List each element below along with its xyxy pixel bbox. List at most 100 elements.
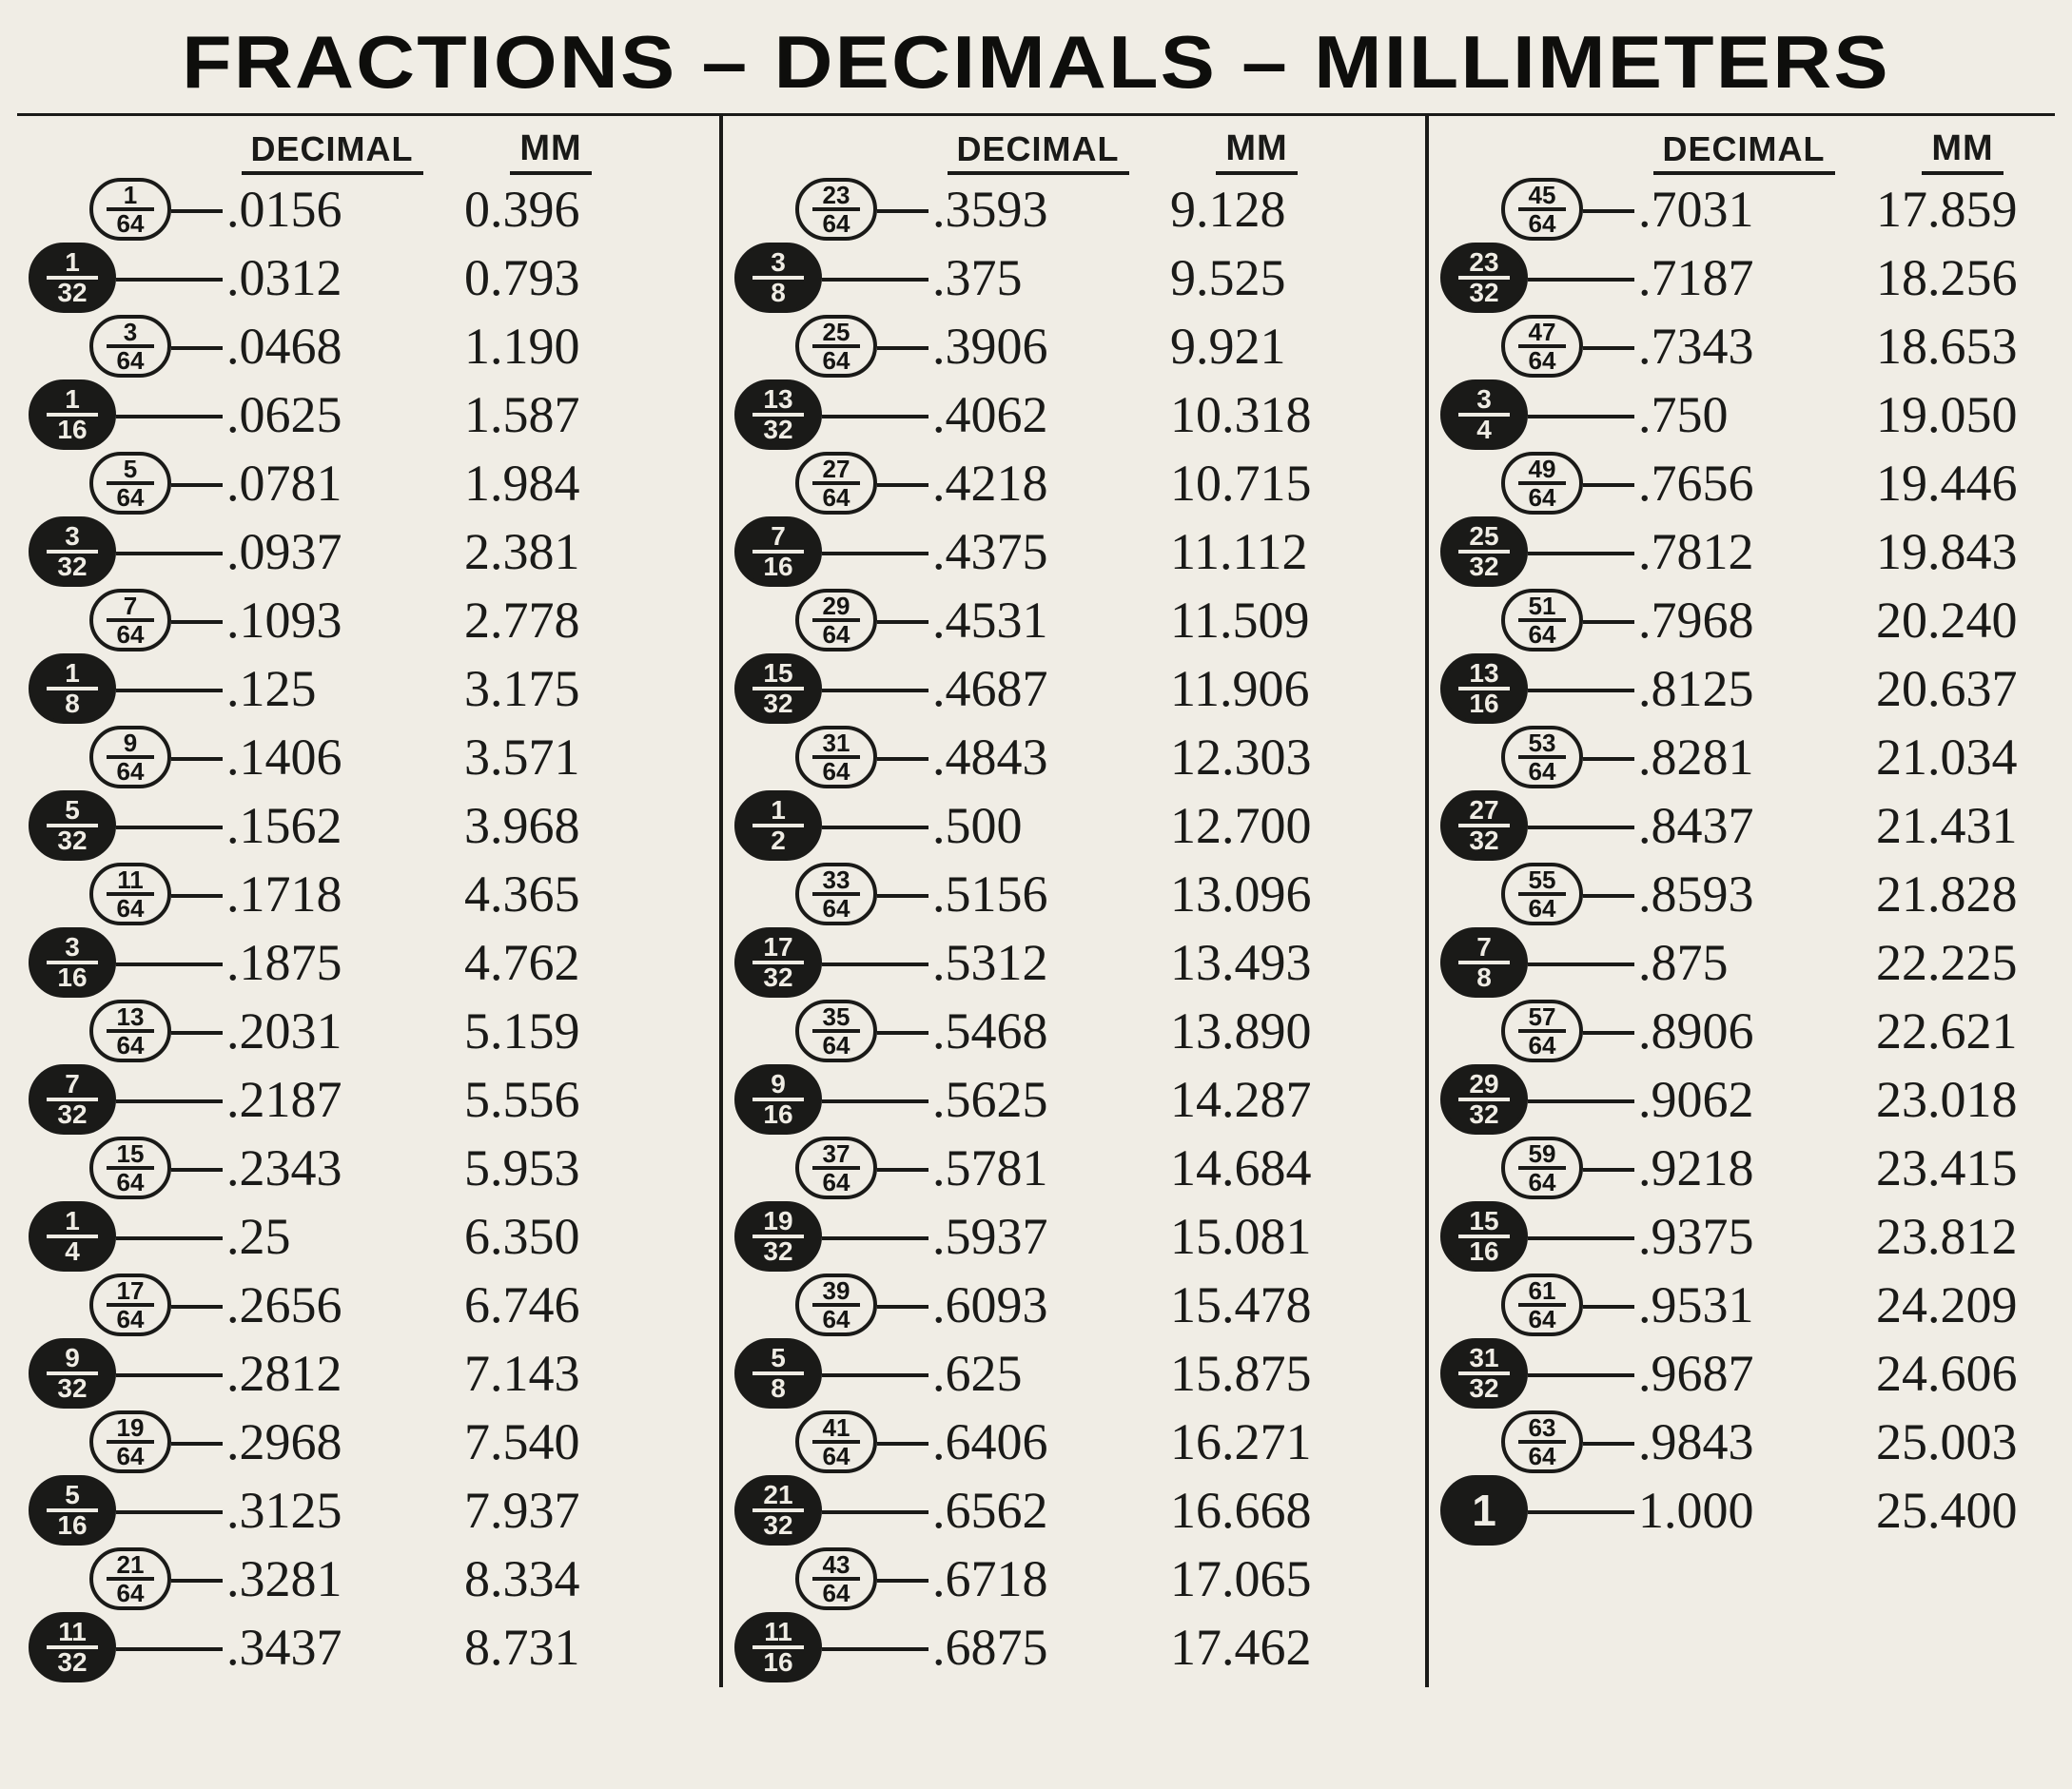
fraction-numerator: 5 xyxy=(65,1482,80,1508)
fraction-circle-open: 5964 xyxy=(1501,1137,1583,1199)
fraction-circle-filled: 1932 xyxy=(734,1201,822,1272)
mm-value: 12.303 xyxy=(1151,731,1417,783)
table-row: 2532.781219.843 xyxy=(1435,517,2072,586)
fraction-cell: 2932 xyxy=(1435,1065,1634,1134)
fraction-denominator: 64 xyxy=(1529,1033,1556,1058)
fraction-denominator: 64 xyxy=(117,1170,145,1195)
fraction-denominator: 32 xyxy=(57,1375,87,1402)
decimal-value: .6718 xyxy=(928,1553,1151,1604)
fraction-cell: 2764 xyxy=(729,449,928,517)
fraction-denominator: 32 xyxy=(763,1512,792,1539)
fraction-circle-open: 4764 xyxy=(1501,315,1583,378)
fraction-numerator: 15 xyxy=(763,660,792,687)
fraction-numerator: 27 xyxy=(823,457,850,481)
fraction-circle-open: 3164 xyxy=(795,726,877,788)
mm-value: 13.493 xyxy=(1151,937,1417,988)
fraction-denominator: 64 xyxy=(1529,211,1556,236)
fraction-denominator: 2 xyxy=(771,827,786,854)
mm-value: 21.828 xyxy=(1857,868,2072,920)
fraction-numerator: 29 xyxy=(823,593,850,618)
fraction-cell: 732 xyxy=(23,1065,223,1134)
table-row: 1564.23435.953 xyxy=(23,1134,712,1202)
fraction-circle-open: 2764 xyxy=(795,452,877,515)
table-row: 2564.39069.921 xyxy=(729,312,1417,380)
mm-value: 17.065 xyxy=(1151,1553,1417,1604)
mm-value: 7.143 xyxy=(445,1348,712,1399)
fraction-circle-filled: 332 xyxy=(29,516,116,587)
column-header-row: DECIMALMM xyxy=(729,122,1417,175)
leader-line xyxy=(822,1647,928,1651)
mm-value: 23.018 xyxy=(1857,1074,2072,1125)
fraction-cell: 564 xyxy=(23,449,223,517)
fraction-numerator: 41 xyxy=(823,1415,850,1440)
table-row: 4364.671817.065 xyxy=(729,1545,1417,1613)
fraction-numerator: 7 xyxy=(124,593,137,618)
fraction-circle-open: 5764 xyxy=(1501,1000,1583,1062)
decimal-value: .3281 xyxy=(223,1553,445,1604)
mm-value: 11.906 xyxy=(1151,663,1417,714)
fraction-cell: 164 xyxy=(23,175,223,243)
decimal-value: .6406 xyxy=(928,1416,1151,1468)
fraction-denominator: 64 xyxy=(117,896,145,921)
leader-line xyxy=(822,689,928,692)
fraction-denominator: 64 xyxy=(1529,348,1556,373)
decimal-value: .2968 xyxy=(223,1416,445,1468)
mm-value: 20.637 xyxy=(1857,663,2072,714)
mm-value: 9.921 xyxy=(1151,321,1417,372)
table-row: 4764.734318.653 xyxy=(1435,312,2072,380)
fraction-circle-open: 3764 xyxy=(795,1137,877,1199)
fraction-cell: 964 xyxy=(23,723,223,791)
fraction-denominator: 32 xyxy=(1469,827,1498,854)
table-row: 1732.531213.493 xyxy=(729,928,1417,997)
table-row: 1316.812520.637 xyxy=(1435,654,2072,723)
fraction-cell: 1964 xyxy=(23,1408,223,1476)
fraction-circle-filled: 516 xyxy=(29,1475,116,1546)
decimal-value: .9375 xyxy=(1634,1211,1857,1262)
decimal-header: DECIMAL xyxy=(223,129,441,175)
mm-value: 20.240 xyxy=(1857,594,2072,646)
fraction-circle-open: 1364 xyxy=(89,1000,171,1062)
fraction-circle-filled: 2732 xyxy=(1440,790,1528,861)
leader-line xyxy=(116,552,223,555)
fraction-cell: 2164 xyxy=(23,1545,223,1613)
fraction-denominator: 32 xyxy=(1469,1101,1498,1128)
fraction-circle-filled: 1316 xyxy=(1440,653,1528,724)
fraction-denominator: 32 xyxy=(763,690,792,717)
fraction-circle-open: 6364 xyxy=(1501,1410,1583,1473)
leader-line xyxy=(116,826,223,829)
fraction-denominator: 64 xyxy=(117,622,145,647)
mm-value: 15.875 xyxy=(1151,1348,1417,1399)
mm-value: 16.271 xyxy=(1151,1416,1417,1468)
leader-line xyxy=(116,1236,223,1240)
mm-value: 12.700 xyxy=(1151,800,1417,851)
fraction-denominator: 64 xyxy=(1529,1170,1556,1195)
mm-value: 10.318 xyxy=(1151,389,1417,440)
table-row: 2364.35939.128 xyxy=(729,175,1417,243)
decimal-value: .5468 xyxy=(928,1005,1151,1057)
fraction-circle-open: 1164 xyxy=(89,863,171,925)
table-row: 532.15623.968 xyxy=(23,791,712,860)
mm-value: 13.890 xyxy=(1151,1005,1417,1057)
mm-value: 8.731 xyxy=(445,1622,712,1673)
decimal-value: .9687 xyxy=(1634,1348,1857,1399)
table-row: 1932.593715.081 xyxy=(729,1202,1417,1271)
leader-line xyxy=(877,1168,928,1172)
mm-value: 16.668 xyxy=(1151,1485,1417,1536)
fraction-numerator: 9 xyxy=(771,1071,786,1098)
table-row: 3764.578114.684 xyxy=(729,1134,1417,1202)
leader-line xyxy=(171,1579,223,1583)
fraction-circle-filled: 1116 xyxy=(734,1612,822,1682)
fraction-cell: 2964 xyxy=(729,586,928,654)
fraction-circle-filled: 2132 xyxy=(734,1475,822,1546)
column-header-row: DECIMALMM xyxy=(23,122,712,175)
fraction-denominator: 64 xyxy=(823,622,850,647)
fraction-denominator: 16 xyxy=(1469,1238,1498,1265)
fraction-cell: 78 xyxy=(1435,928,1634,997)
fraction-denominator: 64 xyxy=(117,348,145,373)
fraction-denominator: 64 xyxy=(823,1307,850,1332)
fraction-circle-filled: 2332 xyxy=(1440,243,1528,313)
fraction-denominator: 32 xyxy=(57,827,87,854)
leader-line xyxy=(822,278,928,282)
fraction-denominator: 16 xyxy=(763,554,792,580)
fraction-numerator: 3 xyxy=(65,934,80,961)
